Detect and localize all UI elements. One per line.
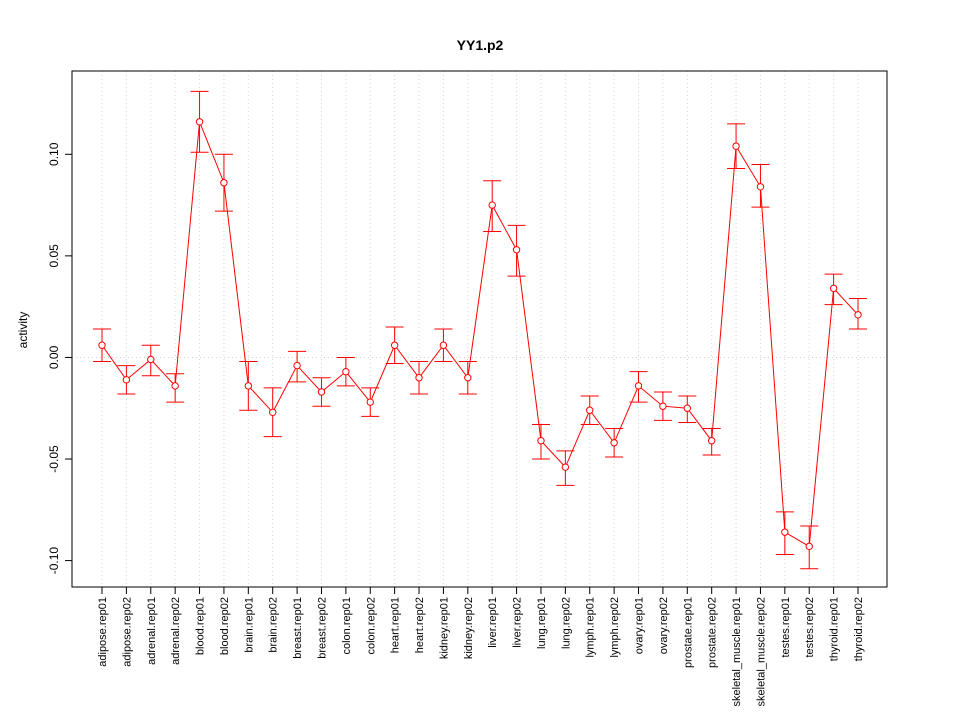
data-point — [854, 311, 862, 319]
data-point — [366, 398, 374, 406]
y-axis-label: activity — [16, 312, 30, 349]
data-point — [537, 437, 545, 445]
x-tick-label: lung.rep01 — [536, 597, 548, 649]
data-point — [269, 408, 277, 416]
data-point — [220, 179, 228, 187]
data-point — [707, 437, 716, 445]
data-point — [195, 118, 204, 126]
x-tick-label: blood.rep02 — [219, 597, 231, 655]
x-tick-label: adipose.rep02 — [121, 597, 133, 667]
x-tick-label: skeletal_muscle.rep01 — [731, 597, 743, 706]
x-tick-label: prostate.rep02 — [707, 597, 719, 668]
data-point — [805, 542, 813, 551]
x-tick-label: liver.rep02 — [512, 597, 524, 648]
series-line — [101, 121, 859, 548]
x-tick-label: kidney.rep01 — [438, 597, 450, 659]
x-tick-label: testes.rep02 — [804, 597, 816, 658]
x-tick-label: kidney.rep02 — [463, 597, 475, 659]
x-tick-label: blood.rep01 — [195, 597, 207, 655]
y-tick-label: 0.10 — [47, 142, 61, 166]
data-point — [342, 367, 350, 376]
data-point — [122, 376, 131, 384]
data-point — [147, 355, 155, 364]
data-point — [415, 374, 423, 382]
y-tick-label: -0.10 — [47, 547, 61, 575]
data-point — [171, 382, 179, 390]
data-point — [586, 406, 594, 414]
x-tick-label: breast.rep02 — [316, 597, 328, 659]
data-point — [829, 284, 838, 293]
x-tick-label: breast.rep01 — [292, 597, 304, 659]
data-point — [317, 388, 326, 396]
grid-layer — [72, 71, 887, 587]
x-tick-label: lymph.rep02 — [609, 597, 621, 658]
data-point — [488, 201, 496, 209]
y-tick-label: -0.05 — [47, 445, 61, 473]
plot-frame — [71, 70, 888, 588]
x-tick-label: heart.rep01 — [390, 597, 402, 653]
data-point — [659, 402, 667, 410]
x-tick-label: lymph.rep01 — [585, 597, 597, 658]
x-tick-label: adrenal.rep02 — [170, 597, 182, 665]
y-tick-label: 0.00 — [47, 345, 61, 369]
data-point — [293, 361, 301, 370]
axes-layer: -0.10 -0.05 0.00 0.05 0.10 adipose.rep01 adipo… — [47, 142, 865, 706]
data-point — [683, 404, 691, 412]
x-tick-label: skeletal_muscle.rep02 — [755, 597, 767, 706]
x-tick-label: heart.rep02 — [414, 597, 426, 653]
chart-title: YY1.p2 — [457, 37, 504, 53]
x-tick-label: lung.rep02 — [560, 597, 572, 649]
data-point — [98, 341, 106, 349]
data-point — [781, 528, 789, 536]
data-point — [439, 341, 448, 349]
x-tick-label: thyroid.rep02 — [853, 597, 865, 661]
x-tick-label: colon.rep02 — [365, 597, 377, 655]
x-tick-label: ovary.rep01 — [634, 597, 646, 654]
y-tick-label: 0.05 — [47, 244, 61, 268]
data-point — [244, 382, 253, 390]
x-tick-label: colon.rep01 — [341, 597, 353, 655]
data-point — [610, 439, 618, 447]
x-tick-label: brain.rep02 — [268, 597, 280, 653]
data-point — [561, 463, 570, 471]
x-tick-label: brain.rep01 — [243, 597, 255, 653]
data-point — [390, 341, 399, 349]
data-point — [756, 183, 765, 191]
x-tick-label: adipose.rep01 — [97, 597, 109, 667]
x-tick-label: testes.rep01 — [780, 597, 792, 658]
data-point — [464, 374, 472, 382]
data-point — [512, 246, 521, 254]
x-tick-label: thyroid.rep01 — [829, 597, 841, 661]
x-tick-label: prostate.rep01 — [682, 597, 694, 668]
data-point — [634, 382, 643, 390]
x-tick-label: adrenal.rep01 — [146, 597, 158, 665]
series-layer — [93, 90, 867, 570]
data-point — [732, 142, 740, 150]
x-tick-label: liver.rep01 — [487, 597, 499, 648]
x-tick-label: ovary.rep02 — [658, 597, 670, 654]
